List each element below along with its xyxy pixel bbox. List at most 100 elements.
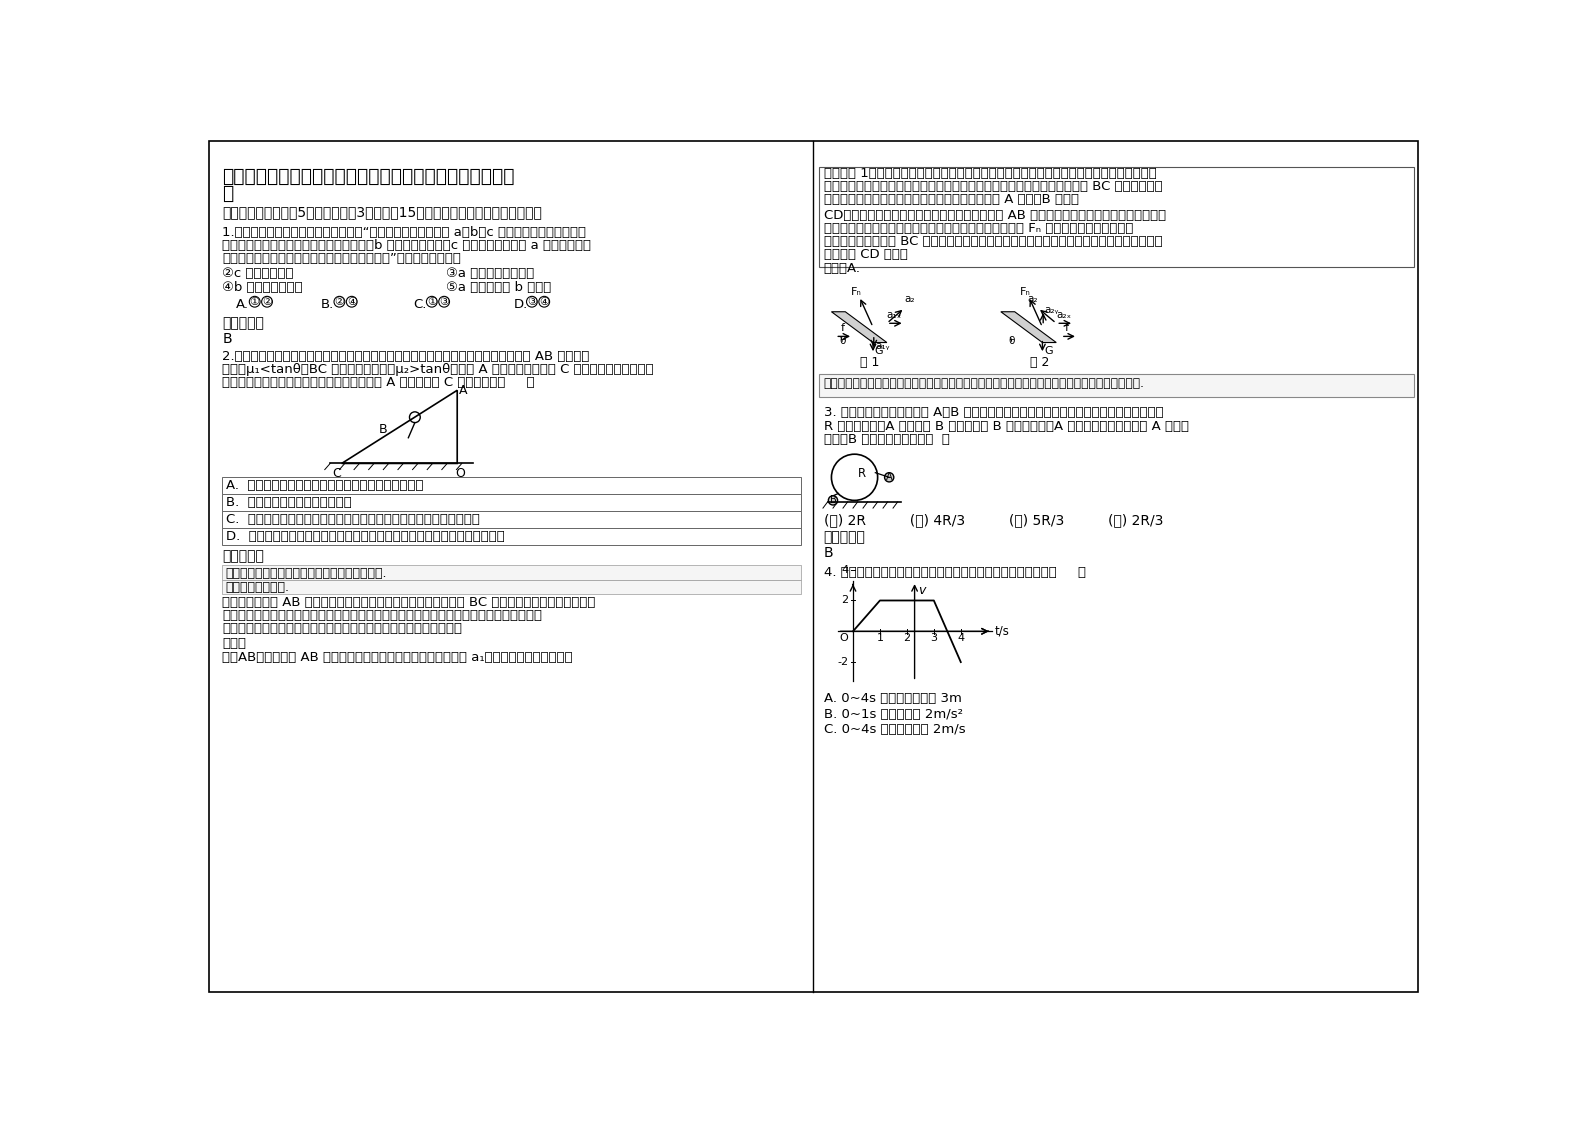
- Text: 向，由牛顿第二定律分析地面对滑梯的摩擦力方向和支持力的大小。: 向，由牛顿第二定律分析地面对滑梯的摩擦力方向和支持力的大小。: [222, 622, 462, 635]
- Text: f: f: [840, 323, 844, 333]
- Text: G: G: [1044, 346, 1052, 356]
- Text: 1.（单选）在一次讨论中，老师问道：“假如水中相同深度处有 a、b、c 三种不同颜色的单色点光: 1.（单选）在一次讨论中，老师问道：“假如水中相同深度处有 a、b、c 三种不同…: [222, 226, 586, 239]
- Text: ④b 光的折射率最大: ④b 光的折射率最大: [222, 280, 303, 294]
- Text: B.  地面对滑梯始终无摩擦力作用: B. 地面对滑梯始终无摩擦力作用: [227, 496, 352, 508]
- Text: 解答：: 解答：: [222, 637, 246, 651]
- Bar: [222, 477, 801, 494]
- Text: C. 0~4s 内平均速度是 2m/s: C. 0~4s 内平均速度是 2m/s: [824, 723, 965, 736]
- Text: A.  地面对滑梯的摩擦力方向先水平向左、后水平向右: A. 地面对滑梯的摩擦力方向先水平向左、后水平向右: [227, 479, 424, 491]
- Text: B: B: [222, 332, 232, 346]
- Text: 解：AB、小朋友在 AB 段做匀加速直线运动，将小朋友的加速度 a₁分解为水平和竖直两个方: 解：AB、小朋友在 AB 段做匀加速直线运动，将小朋友的加速度 a₁分解为水平和…: [222, 651, 573, 663]
- Text: 图 1: 图 1: [860, 356, 879, 369]
- Text: D.: D.: [514, 297, 527, 311]
- Text: 中滑梯保持静止状态．则该小朋友从斜面顶端 A 点滑到底端 C 点的过程中（     ）: 中滑梯保持静止状态．则该小朋友从斜面顶端 A 点滑到底端 C 点的过程中（ ）: [222, 376, 535, 389]
- Text: 参考答案：: 参考答案：: [824, 531, 865, 544]
- Text: 三种光在水中的性质，同学们能做出什么判断？”有同学回答如下：: 三种光在水中的性质，同学们能做出什么判断？”有同学回答如下：: [222, 251, 462, 265]
- Text: A.: A.: [236, 297, 249, 311]
- Text: 一、选择题：本题兲5小题，每小题3分，共列15分。每小题只有一个选项符合题意: 一、选择题：本题兲5小题，每小题3分，共列15分。每小题只有一个选项符合题意: [222, 205, 543, 220]
- Text: O: O: [455, 467, 465, 479]
- Text: A: A: [886, 472, 892, 482]
- Text: ④: ④: [540, 296, 549, 306]
- Text: 2: 2: [903, 633, 911, 643]
- Text: B: B: [824, 545, 833, 560]
- Text: a₂: a₂: [1028, 294, 1038, 304]
- Text: 线运动时，地面对滑梯的摩擦力方向水平向右．故 A 正确，B 错误．: 线运动时，地面对滑梯的摩擦力方向水平向右．故 A 正确，B 错误．: [824, 193, 1079, 206]
- Bar: [222, 580, 801, 595]
- Text: 4. 如图是某质点的运动图像，由图像可以得出的正确结论是：（     ）: 4. 如图是某质点的运动图像，由图像可以得出的正确结论是：（ ）: [824, 565, 1086, 579]
- Text: R 的光滑圆柱，A 的质量为 B 的两倍．当 B 位于地面时，A 恰与圆柱轴心等高，将 A 由静止: R 的光滑圆柱，A 的质量为 B 的两倍．当 B 位于地面时，A 恰与圆柱轴心等…: [824, 420, 1189, 433]
- Text: ④: ④: [346, 296, 357, 306]
- Text: 图 2: 图 2: [1030, 356, 1049, 369]
- Text: θ: θ: [1008, 337, 1014, 346]
- Text: 源，有人在水面上方同等条件下观测发现，b 在水下的像最深，c 照亮水面的面积比 a 的大，关于这: 源，有人在水面上方同等条件下观测发现，b 在水下的像最深，c 照亮水面的面积比 …: [222, 239, 592, 251]
- Text: 分析：小朋友在 AB 段做匀加速直线运动，加速度沿斜面向下；在 BC 段做匀减速直线运动，加速度: 分析：小朋友在 AB 段做匀加速直线运动，加速度沿斜面向下；在 BC 段做匀减速…: [222, 596, 595, 609]
- Text: ③: ③: [440, 296, 449, 306]
- Bar: [222, 512, 801, 528]
- Text: 参考答案：: 参考答案：: [222, 316, 265, 330]
- Text: a₂ₓ: a₂ₓ: [1057, 310, 1071, 320]
- Text: 考点：摩擦力的判断与计算；物体的弹性和弹力.: 考点：摩擦力的判断与计算；物体的弹性和弹力.: [225, 567, 387, 580]
- Bar: [819, 167, 1414, 267]
- Text: 沿斜面向上。以小朋友和滑梯整体为研究对象，将小朋友的加速度分解为水平和竖直两个方: 沿斜面向上。以小朋友和滑梯整体为研究对象，将小朋友的加速度分解为水平和竖直两个方: [222, 609, 543, 622]
- Text: 陕西省西安市灸桥区庆华中学高三物理下学期期末试题含解: 陕西省西安市灸桥区庆华中学高三物理下学期期末试题含解: [222, 167, 514, 186]
- Text: C.: C.: [413, 297, 427, 311]
- Text: D.  地面对滑梯的支持力的大小先大于、后小于小朋友和滑梯的总重力的大小: D. 地面对滑梯的支持力的大小先大于、后小于小朋友和滑梯的总重力的大小: [227, 530, 505, 543]
- Text: CD、以小朋友和滑梯整体为研究对象，小朋友在 AB 段做匀加速直线运动时，有竖直向下的: CD、以小朋友和滑梯整体为研究对象，小朋友在 AB 段做匀加速直线运动时，有竖直…: [824, 209, 1166, 221]
- Text: (ア) 2R          (イ) 4R/3          (ウ) 5R/3          (エ) 2R/3: (ア) 2R (イ) 4R/3 (ウ) 5R/3 (エ) 2R/3: [824, 514, 1163, 527]
- Text: ①: ①: [427, 296, 436, 306]
- Text: 2.（单选）某大型游乐场内的新型滑梯可以等效为如图所示的物理模型，一个小朋友在 AB 段的动摩: 2.（单选）某大型游乐场内的新型滑梯可以等效为如图所示的物理模型，一个小朋友在 …: [222, 350, 590, 364]
- Bar: [222, 565, 801, 580]
- Bar: [222, 494, 801, 512]
- Text: C: C: [332, 467, 341, 479]
- Text: ⑤a 光的波长比 b 光的短: ⑤a 光的波长比 b 光的短: [446, 280, 551, 294]
- Text: a₂ᵧ: a₂ᵧ: [1044, 305, 1059, 315]
- Text: 擦因数μ₁<tanθ，BC 段的动摩擦因数为μ₂>tanθ，他从 A 点开始下滑，滑到 C 点恰好静止，整个过程: 擦因数μ₁<tanθ，BC 段的动摩擦因数为μ₂>tanθ，他从 A 点开始下滑…: [222, 364, 654, 376]
- Text: 向，如图 1．以小朋友和滑梯整体为研究对象，由于小朋友有水平向左的分加速度，根据牛顿: 向，如图 1．以小朋友和滑梯整体为研究对象，由于小朋友有水平向左的分加速度，根据…: [824, 167, 1157, 180]
- Text: 参考答案：: 参考答案：: [222, 550, 265, 563]
- Text: B: B: [379, 423, 387, 435]
- Text: 4: 4: [841, 564, 849, 574]
- Text: -2: -2: [838, 657, 849, 668]
- Text: t/s: t/s: [995, 625, 1009, 637]
- Text: v: v: [917, 583, 925, 597]
- Circle shape: [828, 496, 838, 505]
- Text: 析: 析: [222, 184, 233, 203]
- Text: ③: ③: [527, 296, 536, 306]
- Polygon shape: [832, 312, 887, 342]
- Text: a₁ᵧ: a₁ᵧ: [876, 341, 890, 351]
- Text: θ: θ: [840, 337, 846, 346]
- Text: 分加速度，则由牛顿第二定律得知，地面对滑梯的支持力 Fₙ 小于小朋友和滑梯的总重: 分加速度，则由牛顿第二定律得知，地面对滑梯的支持力 Fₙ 小于小朋友和滑梯的总重: [824, 222, 1133, 234]
- Text: B: B: [830, 496, 836, 505]
- Text: 1: 1: [876, 633, 884, 643]
- Text: 专题：摩擦力专题.: 专题：摩擦力专题.: [225, 581, 289, 595]
- Text: G: G: [874, 346, 884, 356]
- Text: 4: 4: [957, 633, 965, 643]
- Text: 3: 3: [930, 633, 938, 643]
- Text: B.: B.: [321, 297, 335, 311]
- Text: Fₙ: Fₙ: [1020, 287, 1032, 297]
- Text: A. 0~4s 内的位移大小是 3m: A. 0~4s 内的位移大小是 3m: [824, 692, 962, 705]
- Text: a₂: a₂: [905, 294, 916, 304]
- Text: 3. 如图，可视为质点的小球 A、B 用不可伸长的细软轻绳连接，跨过固定在地面上、半径为: 3. 如图，可视为质点的小球 A、B 用不可伸长的细软轻绳连接，跨过固定在地面上…: [824, 406, 1163, 420]
- Text: A: A: [459, 384, 467, 397]
- Circle shape: [884, 472, 893, 482]
- Text: R: R: [857, 467, 867, 480]
- Text: 故选：A.: 故选：A.: [824, 261, 860, 275]
- Text: 点评：本题对加速度不同的两个运用整体法处理，在中学阶段应用得不多，也可以采用隔离法研究.: 点评：本题对加速度不同的两个运用整体法处理，在中学阶段应用得不多，也可以采用隔离…: [824, 377, 1144, 390]
- Bar: [819, 374, 1414, 397]
- Text: 力．同理，小朋友在 BC 段做匀减速直线运动时，地面对滑梯的支持力大于小朋友和滑梯的总: 力．同理，小朋友在 BC 段做匀减速直线运动时，地面对滑梯的支持力大于小朋友和滑…: [824, 234, 1162, 248]
- Text: C.  地面对滑梯的支持力的大小始终等于小朋友和滑梯的总重力的大小: C. 地面对滑梯的支持力的大小始终等于小朋友和滑梯的总重力的大小: [227, 513, 481, 526]
- Text: 2: 2: [841, 596, 849, 606]
- Text: O: O: [840, 633, 849, 643]
- Text: ③a 光的传播速度最小: ③a 光的传播速度最小: [446, 267, 533, 280]
- Polygon shape: [1001, 312, 1057, 342]
- Text: Fₙ: Fₙ: [851, 287, 862, 297]
- Text: 释放，B 上升的最大高度是（  ）: 释放，B 上升的最大高度是（ ）: [824, 433, 949, 445]
- Text: a₁ₓ: a₁ₓ: [887, 310, 901, 320]
- Text: ①: ①: [249, 296, 260, 306]
- Text: B. 0~1s 内加速度是 2m/s²: B. 0~1s 内加速度是 2m/s²: [824, 708, 963, 720]
- Text: ②: ②: [262, 296, 271, 306]
- Text: f: f: [1065, 323, 1070, 333]
- Text: 重力．故 CD 错误．: 重力．故 CD 错误．: [824, 248, 908, 260]
- Text: 第二定律得知，地面对滑梯的摩擦力方向先水平向左．同理可知，小朋友在 BC 段做匀减速直: 第二定律得知，地面对滑梯的摩擦力方向先水平向左．同理可知，小朋友在 BC 段做匀…: [824, 180, 1162, 193]
